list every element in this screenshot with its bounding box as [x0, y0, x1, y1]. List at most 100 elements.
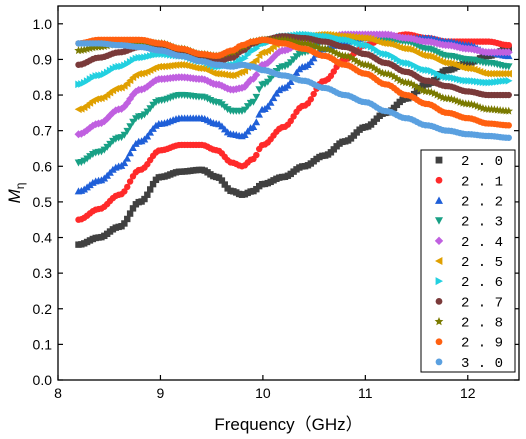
legend-marker	[435, 217, 443, 225]
data-point	[123, 127, 132, 135]
y-tick-label: 0.1	[33, 336, 53, 352]
data-point	[121, 220, 128, 227]
data-point	[290, 113, 297, 120]
data-point	[255, 110, 264, 118]
data-point	[241, 66, 249, 75]
data-point	[249, 123, 258, 131]
data-point	[218, 70, 226, 78]
data-point	[218, 177, 226, 184]
data-point	[141, 195, 148, 203]
x-tick-label: 11	[358, 385, 373, 401]
legend-marker	[435, 277, 443, 286]
y-tick-label: 0.6	[33, 158, 53, 174]
data-point	[124, 215, 131, 223]
legend-label: 3 . 0	[461, 356, 503, 372]
data-point	[163, 62, 171, 70]
data-point	[505, 77, 513, 85]
legend-marker	[434, 236, 444, 246]
data-point	[330, 68, 337, 75]
axis-ticks: 8 9 10 11 12 0.0 0.1 0.2 0.3 0.4 0.5 0.6 0.7 0.8 0.9 1.…	[33, 6, 519, 401]
data-point	[215, 69, 223, 78]
data-point	[398, 44, 406, 53]
data-point	[152, 121, 160, 129]
y-tick-label: 0.8	[33, 87, 53, 103]
data-point	[292, 68, 301, 76]
data-point	[286, 77, 295, 85]
y-tick-label: 0.2	[33, 301, 53, 317]
data-point	[249, 98, 258, 106]
data-point	[241, 131, 249, 139]
data-point	[504, 106, 513, 115]
data-point	[241, 106, 249, 114]
data-point	[166, 61, 174, 70]
data-point	[220, 70, 228, 79]
data-point	[221, 181, 228, 188]
data-point	[74, 105, 82, 114]
data-point	[284, 81, 292, 89]
plot-frame	[57, 5, 520, 381]
data-point	[505, 91, 512, 99]
data-point	[505, 41, 512, 49]
data-point	[287, 117, 294, 125]
plot-marks	[74, 30, 513, 248]
data-point	[114, 84, 122, 92]
y-tick-label: 0.9	[33, 51, 53, 67]
legend-marker	[435, 297, 443, 305]
data-point	[260, 60, 269, 69]
y-tick-label: 0.3	[33, 265, 53, 281]
legend-marker	[435, 156, 443, 164]
data-point	[192, 63, 200, 72]
y-axis-label-sub: η	[13, 183, 27, 190]
legend-label: 2 . 0	[461, 154, 503, 170]
data-point	[126, 123, 134, 131]
data-point	[180, 61, 188, 69]
data-point	[124, 183, 131, 191]
data-point	[307, 96, 315, 103]
x-tick-label: 8	[54, 385, 62, 401]
data-point	[198, 64, 206, 73]
legend-marker	[435, 196, 443, 204]
data-point	[252, 93, 261, 101]
data-point	[444, 59, 452, 67]
data-point	[309, 54, 318, 62]
data-point	[266, 98, 275, 106]
legend-marker	[434, 316, 444, 326]
legend: 2 . 0 2 . 1 2 . 2 2 . 3 2 . 4 2 . 5 2 . 6 2 . 7…	[420, 149, 516, 373]
legend-label: 2 . 9	[461, 336, 503, 352]
data-point	[253, 151, 260, 159]
data-point	[120, 131, 129, 139]
data-point	[126, 178, 134, 185]
data-point	[147, 186, 154, 193]
data-point	[505, 122, 512, 129]
legend-label: 2 . 2	[461, 194, 503, 210]
data-point	[137, 137, 146, 145]
data-point	[504, 69, 512, 78]
legend-label: 2 . 4	[461, 235, 503, 251]
data-point	[126, 149, 134, 157]
data-point	[505, 134, 512, 141]
data-point	[129, 205, 137, 212]
legend-marker	[435, 176, 443, 184]
x-axis-label: Frequency（GHz）	[214, 415, 362, 434]
y-tick-label: 0.5	[33, 194, 53, 210]
series-3.0	[75, 40, 512, 141]
data-point	[269, 94, 278, 102]
data-point	[504, 48, 513, 57]
legend-marker	[435, 257, 443, 265]
data-point	[241, 54, 249, 63]
x-tick-label: 12	[460, 385, 476, 401]
data-point	[258, 48, 266, 57]
data-point	[264, 102, 272, 110]
data-point	[252, 70, 261, 79]
data-point	[459, 63, 467, 72]
data-point	[215, 99, 223, 107]
y-tick-label: 0.7	[33, 123, 53, 139]
legend-label: 2 . 5	[461, 255, 503, 271]
data-point	[307, 58, 315, 66]
y-tick-label: 1.0	[33, 16, 53, 32]
data-point	[266, 75, 275, 83]
legend-marker	[435, 338, 443, 346]
y-tick-label: 0.4	[33, 230, 53, 246]
y-tick-label: 0.0	[33, 372, 53, 388]
